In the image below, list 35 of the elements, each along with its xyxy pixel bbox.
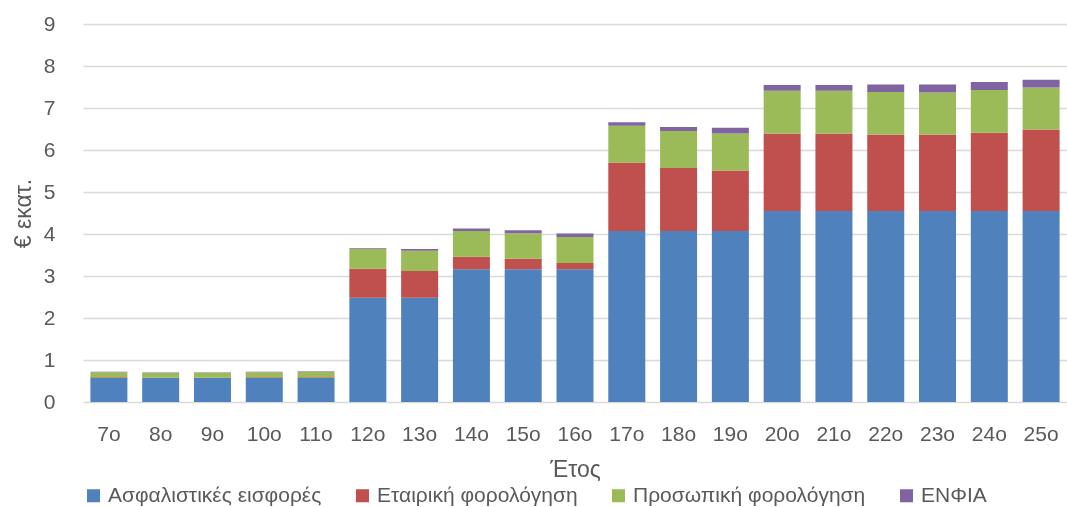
y-tick-label: 6 — [43, 137, 56, 161]
y-tick-label: 1 — [43, 347, 56, 371]
x-tick-label: 11o — [299, 421, 333, 445]
x-tick-label: 10o — [246, 421, 282, 445]
x-tick-label: 21o — [816, 421, 852, 445]
x-tick-label: 12o — [350, 421, 386, 445]
x-tick-label: 16o — [557, 421, 593, 445]
x-tick-label: 15o — [505, 421, 541, 445]
y-tick-label: 3 — [43, 263, 56, 287]
y-tick-label: 5 — [43, 179, 56, 203]
x-tick-label: 14o — [453, 421, 489, 445]
y-tick-label: 2 — [43, 305, 56, 329]
x-tick-label: 9o — [200, 421, 225, 445]
y-tick-label: 4 — [43, 221, 56, 245]
y-tick-label: 7 — [43, 95, 56, 119]
x-tick-label: 22o — [868, 421, 904, 445]
legend-label: Προσωπική φορολόγηση — [633, 482, 866, 506]
x-tick-label: 17o — [609, 421, 645, 445]
y-axis-title: € εκατ. — [9, 178, 36, 249]
y-tick-label: 0 — [43, 389, 56, 413]
x-tick-label: 8o — [149, 421, 173, 445]
x-tick-label: 7o — [97, 421, 121, 445]
x-axis-title: Έτος — [549, 455, 601, 482]
y-tick-label: 9 — [43, 11, 56, 35]
x-tick-label: 24o — [971, 421, 1007, 445]
x-tick-label: 19o — [712, 421, 748, 445]
x-tick-label: 20o — [764, 421, 800, 445]
legend-label: Εταιρική φορολόγηση — [377, 482, 578, 506]
legend-label: Ασφαλιστικές εισφορές — [108, 482, 322, 506]
legend-label: ΕΝΦΙΑ — [921, 482, 987, 506]
y-tick-label: 8 — [43, 53, 56, 77]
x-tick-label: 23o — [920, 421, 956, 445]
x-tick-label: 25o — [1023, 421, 1059, 445]
x-tick-label: 13o — [402, 421, 438, 445]
x-tick-label: 18o — [661, 421, 697, 445]
